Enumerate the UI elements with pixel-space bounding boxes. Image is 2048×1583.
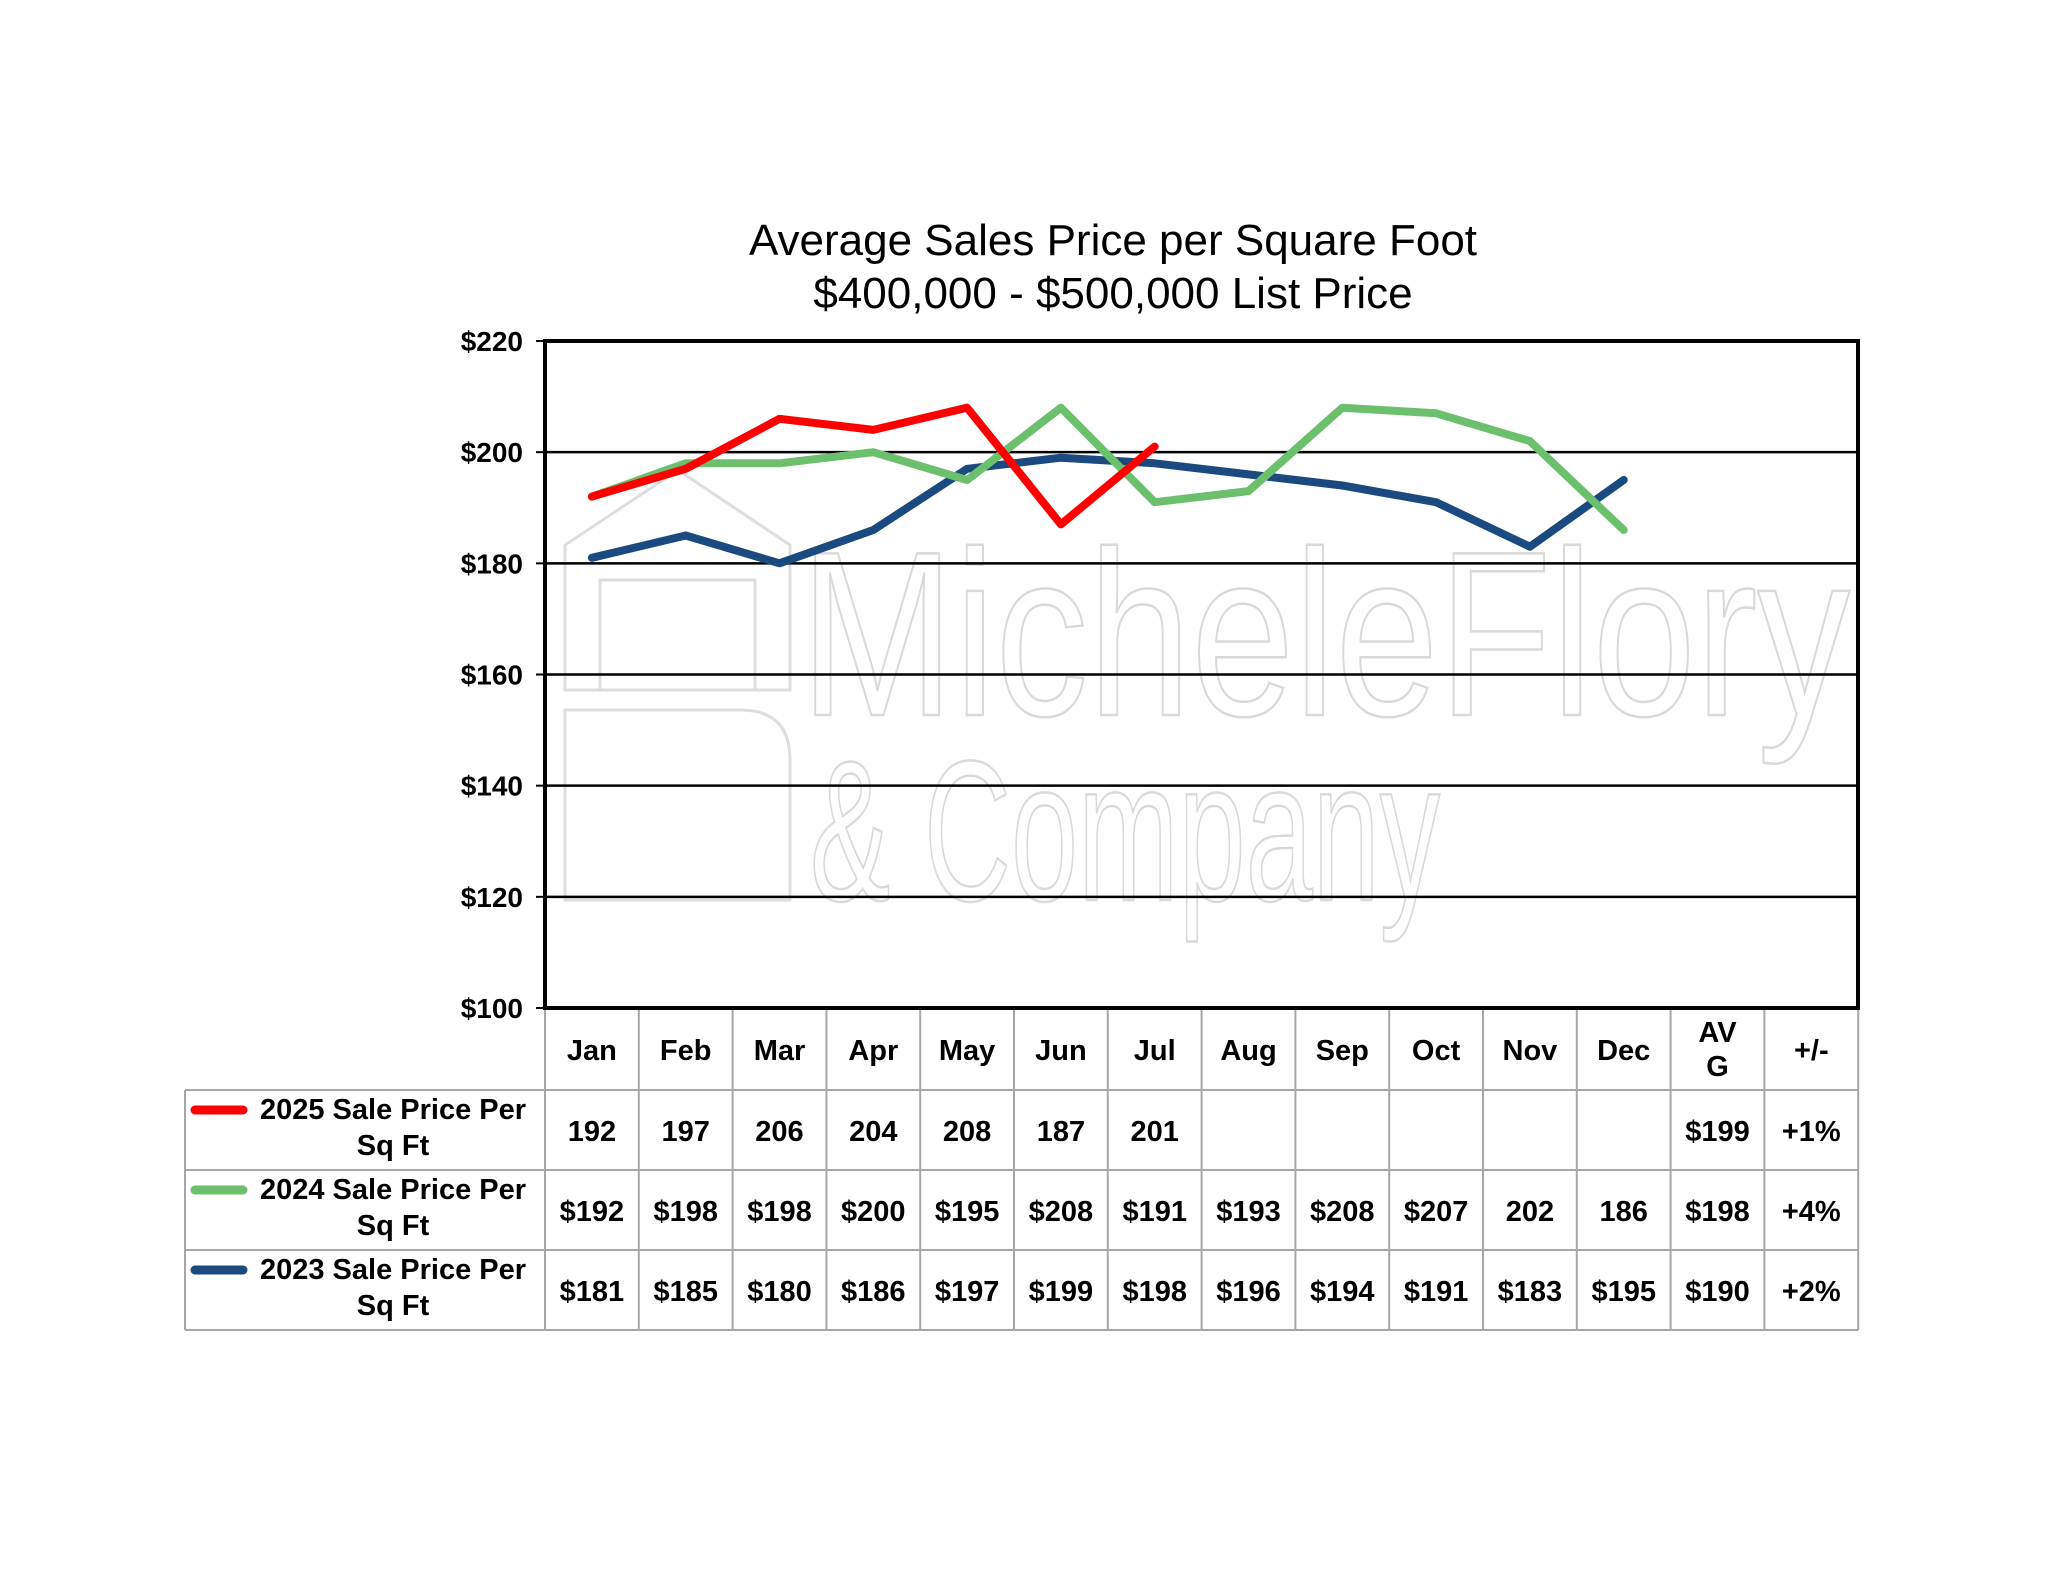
legend-label-0: 2025 Sale Price Per Sq Ft: [260, 1094, 526, 1162]
x-tick-label: Jun: [1035, 1035, 1087, 1067]
table-cell: 204: [849, 1116, 897, 1148]
table-cell: 202: [1506, 1196, 1554, 1228]
table-cell: $180: [747, 1276, 812, 1308]
table-cell-avg: $199: [1685, 1116, 1750, 1148]
table-cell: $195: [1591, 1276, 1656, 1308]
table-cell: $194: [1310, 1276, 1375, 1308]
series-lines: [587, 403, 1628, 568]
table-cell: $195: [935, 1196, 1000, 1228]
y-tick-label: $160: [461, 660, 523, 691]
y-tick-label: $120: [461, 882, 523, 913]
plot-area-border: [543, 339, 1860, 1010]
legend-label-2: 2023 Sale Price Per Sq Ft: [260, 1254, 526, 1322]
table-cell: 197: [662, 1116, 710, 1148]
x-tick-label: Oct: [1412, 1035, 1461, 1067]
table-cell: 187: [1037, 1116, 1085, 1148]
watermark-logo: MicheleFlory & Company: [563, 468, 1852, 944]
table-cell: $183: [1498, 1276, 1563, 1308]
gridlines: [545, 450, 1858, 899]
x-tick-label: Jul: [1134, 1035, 1176, 1067]
table-cell-avg: $198: [1685, 1196, 1750, 1228]
table-cell: $198: [1122, 1276, 1187, 1308]
x-tick-label: Jan: [567, 1035, 617, 1067]
table-cell: $193: [1216, 1196, 1281, 1228]
x-tick-label: Apr: [848, 1035, 898, 1067]
table-cell: $199: [1029, 1276, 1094, 1308]
y-tick-label: $100: [461, 993, 523, 1024]
table-cell: 208: [943, 1116, 991, 1148]
x-tick-label: Aug: [1220, 1035, 1276, 1067]
watermark-door-icon: [563, 708, 792, 902]
table-cell-avg: $190: [1685, 1276, 1750, 1308]
y-tick-label: $180: [461, 548, 523, 579]
y-tick-label: $140: [461, 771, 523, 802]
table-cell: $196: [1216, 1276, 1281, 1308]
table-cell: 186: [1600, 1196, 1648, 1228]
y-tick-label: $220: [461, 326, 523, 357]
chart-title: Average Sales Price per Square Foot: [749, 216, 1477, 265]
watermark-line2: & Company: [810, 720, 1440, 943]
table-cell: $181: [560, 1276, 625, 1308]
table-cell: $198: [653, 1196, 718, 1228]
table-cell-change: +4%: [1782, 1196, 1841, 1228]
table-header-extra: AV G: [1698, 1017, 1737, 1083]
table-cell: $191: [1404, 1276, 1469, 1308]
y-tick-label: $200: [461, 437, 523, 468]
data-table: Jan Feb Mar Apr May Jun Jul Aug Sep Oct Nov Dec AV G +…: [184, 1010, 1860, 1331]
series-line-0: [587, 403, 1159, 529]
table-cell-change: +1%: [1782, 1116, 1841, 1148]
x-tick-label: Feb: [660, 1035, 712, 1067]
y-axis: $100 $120 $140 $160 $180 $200 $220: [461, 326, 547, 1024]
table-cell: $186: [841, 1276, 906, 1308]
table-header-extra: +/-: [1794, 1035, 1829, 1067]
legend-label-1: 2024 Sale Price Per Sq Ft: [260, 1174, 526, 1242]
x-tick-label: Nov: [1503, 1035, 1558, 1067]
table-cell: 201: [1131, 1116, 1179, 1148]
table-cell: $198: [747, 1196, 812, 1228]
x-tick-label: Mar: [754, 1035, 806, 1067]
table-cell: $191: [1122, 1196, 1187, 1228]
series-line-1: [587, 403, 1628, 534]
x-tick-label: Dec: [1597, 1035, 1650, 1067]
table-cell: 206: [755, 1116, 803, 1148]
table-cell: $192: [560, 1196, 625, 1228]
x-tick-label: May: [939, 1035, 995, 1067]
table-cell-change: +2%: [1782, 1276, 1841, 1308]
table-cell: $185: [653, 1276, 718, 1308]
x-tick-label: Sep: [1316, 1035, 1369, 1067]
watermark-line1: MicheleFlory: [800, 502, 1850, 765]
chart-subtitle: $400,000 - $500,000 List Price: [813, 269, 1412, 318]
table-cell: $208: [1029, 1196, 1094, 1228]
table-cell: 192: [568, 1116, 616, 1148]
table-cell: $208: [1310, 1196, 1375, 1228]
table-cell: $207: [1404, 1196, 1469, 1228]
table-cell: $197: [935, 1276, 1000, 1308]
watermark-house-icon: [563, 468, 792, 692]
table-cell: $200: [841, 1196, 906, 1228]
